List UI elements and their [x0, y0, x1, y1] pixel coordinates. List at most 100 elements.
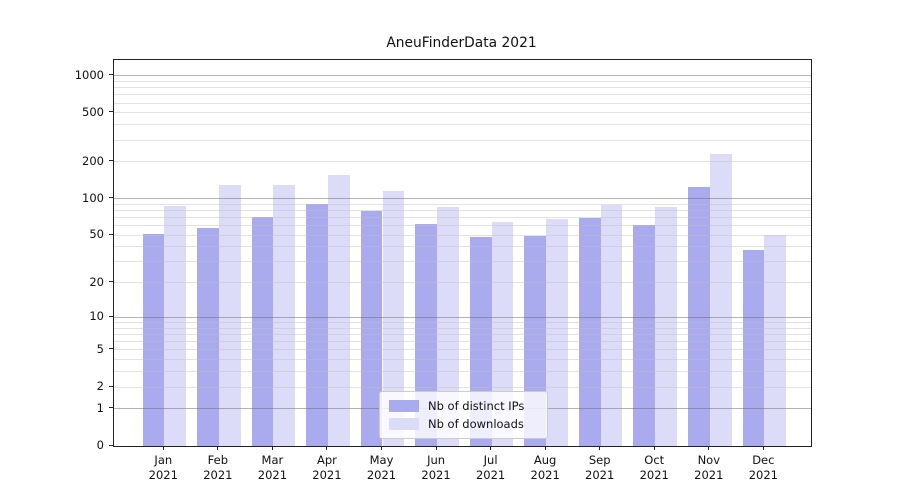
x-tick-label-jan: Jan 2021 [148, 453, 178, 482]
x-tick-mark-jul [490, 446, 492, 450]
gridline-minor-2 [114, 386, 811, 388]
y-tick-label-10: 10 [89, 309, 104, 324]
y-tick-label-5: 5 [96, 341, 104, 356]
bar-ips-jan [142, 234, 165, 446]
x-tick-label-nov: Nov 2021 [694, 453, 724, 482]
x-tick-mark-apr [326, 446, 328, 450]
gridline-minor-7 [114, 334, 811, 336]
x-tick-mark-aug [544, 446, 546, 450]
x-tick-mark-may [381, 446, 382, 450]
x-tick-mark-dec [762, 446, 764, 450]
y-tick-mark-1000 [109, 74, 113, 76]
x-tick-label-apr: Apr 2021 [312, 453, 342, 482]
bar-downloads-may [382, 191, 405, 446]
y-tick-mark-200 [109, 160, 113, 162]
y-tick-label-20: 20 [89, 274, 104, 289]
plot-area: Nb of distinct IPs Nb of downloads [113, 59, 812, 447]
gridline-minor-80 [114, 209, 811, 211]
y-tick-label-1: 1 [96, 400, 104, 415]
legend-swatch-ips [389, 400, 419, 412]
x-tick-mark-oct [653, 446, 655, 450]
x-tick-mark-jan [162, 446, 164, 450]
gridline-minor-30 [114, 261, 811, 263]
x-tick-mark-jun [435, 446, 437, 450]
bar-downloads-jun [437, 206, 459, 446]
legend-item-distinct-ips: Nb of distinct IPs [389, 399, 538, 413]
gridline-minor-500 [114, 112, 811, 114]
gridline-minor-6 [114, 341, 811, 343]
gridline-minor-60 [114, 225, 811, 227]
x-tick-label-may: May 2021 [366, 453, 397, 482]
legend: Nb of distinct IPs Nb of downloads [379, 391, 548, 439]
y-tick-label-200: 200 [82, 153, 104, 168]
gridline-minor-90 [114, 203, 811, 205]
y-tick-mark-1 [109, 407, 113, 409]
gridline-minor-9 [114, 322, 811, 324]
gridline-minor-200 [114, 161, 811, 163]
bar-downloads-jul [491, 222, 514, 446]
gridline-minor-4 [114, 359, 811, 361]
gridline-minor-5 [114, 349, 811, 351]
y-tick-mark-5 [109, 348, 113, 350]
gridline-minor-50 [114, 234, 811, 236]
legend-swatch-downloads [389, 418, 419, 430]
x-tick-label-dec: Dec 2021 [748, 453, 778, 482]
gridline-minor-800 [114, 87, 811, 89]
legend-label-ips: Nb of distinct IPs [428, 399, 525, 413]
x-tick-label-jun: Jun 2021 [421, 453, 451, 482]
gridline-minor-600 [114, 102, 811, 104]
x-tick-label-mar: Mar 2021 [257, 453, 288, 482]
x-tick-label-aug: Aug 2021 [530, 453, 560, 482]
bar-downloads-jan [164, 206, 187, 446]
gridline-minor-40 [114, 246, 811, 248]
chart-title: AneuFinderData 2021 [386, 35, 537, 51]
gridline-minor-700 [114, 94, 811, 96]
y-tick-mark-0 [109, 444, 113, 446]
x-tick-mark-mar [271, 446, 273, 450]
y-tick-label-100: 100 [82, 190, 104, 205]
y-tick-label-0: 0 [96, 438, 104, 452]
y-tick-mark-50 [109, 233, 113, 235]
gridline-minor-3 [114, 371, 811, 373]
gridline-major-10 [114, 316, 811, 318]
bar-ips-dec [742, 249, 765, 446]
y-tick-label-500: 500 [82, 104, 104, 119]
legend-label-downloads: Nb of downloads [428, 417, 524, 431]
bar-ips-apr [306, 204, 328, 446]
y-tick-mark-10 [109, 315, 113, 317]
y-tick-label-1000: 1000 [74, 67, 104, 82]
gridline-minor-400 [114, 124, 811, 126]
bar-ips-oct [633, 224, 656, 446]
legend-item-downloads: Nb of downloads [389, 417, 538, 431]
y-tick-mark-100 [109, 197, 113, 199]
gridline-major-100 [114, 198, 811, 200]
gridline-minor-70 [114, 217, 811, 218]
gridline-minor-300 [114, 139, 811, 141]
y-tick-mark-500 [109, 111, 113, 113]
y-tick-mark-20 [109, 281, 113, 283]
gridline-minor-900 [114, 80, 811, 82]
gridline-minor-20 [114, 282, 811, 284]
bar-downloads-dec [764, 235, 787, 446]
x-tick-label-feb: Feb 2021 [203, 453, 233, 482]
bar-downloads-oct [655, 206, 678, 446]
gridline-minor-8 [114, 327, 811, 329]
x-tick-label-jul: Jul 2021 [475, 453, 506, 482]
bar-ips-sep [578, 218, 601, 446]
bar-downloads-mar [273, 184, 296, 446]
x-tick-label-oct: Oct 2021 [639, 453, 669, 482]
y-tick-label-50: 50 [89, 227, 104, 242]
bar-downloads-sep [600, 204, 623, 446]
bar-downloads-nov [709, 154, 732, 446]
x-tick-mark-feb [217, 446, 219, 450]
bar-ips-mar [251, 216, 274, 446]
bar-ips-jun [415, 223, 438, 446]
x-tick-label-sep: Sep 2021 [585, 453, 615, 482]
bar-downloads-apr [327, 175, 350, 446]
y-tick-label-2: 2 [96, 379, 104, 394]
y-tick-mark-2 [109, 385, 113, 387]
bar-downloads-aug [546, 219, 568, 446]
gridline-major-1000 [114, 75, 811, 77]
x-tick-mark-sep [599, 446, 601, 450]
